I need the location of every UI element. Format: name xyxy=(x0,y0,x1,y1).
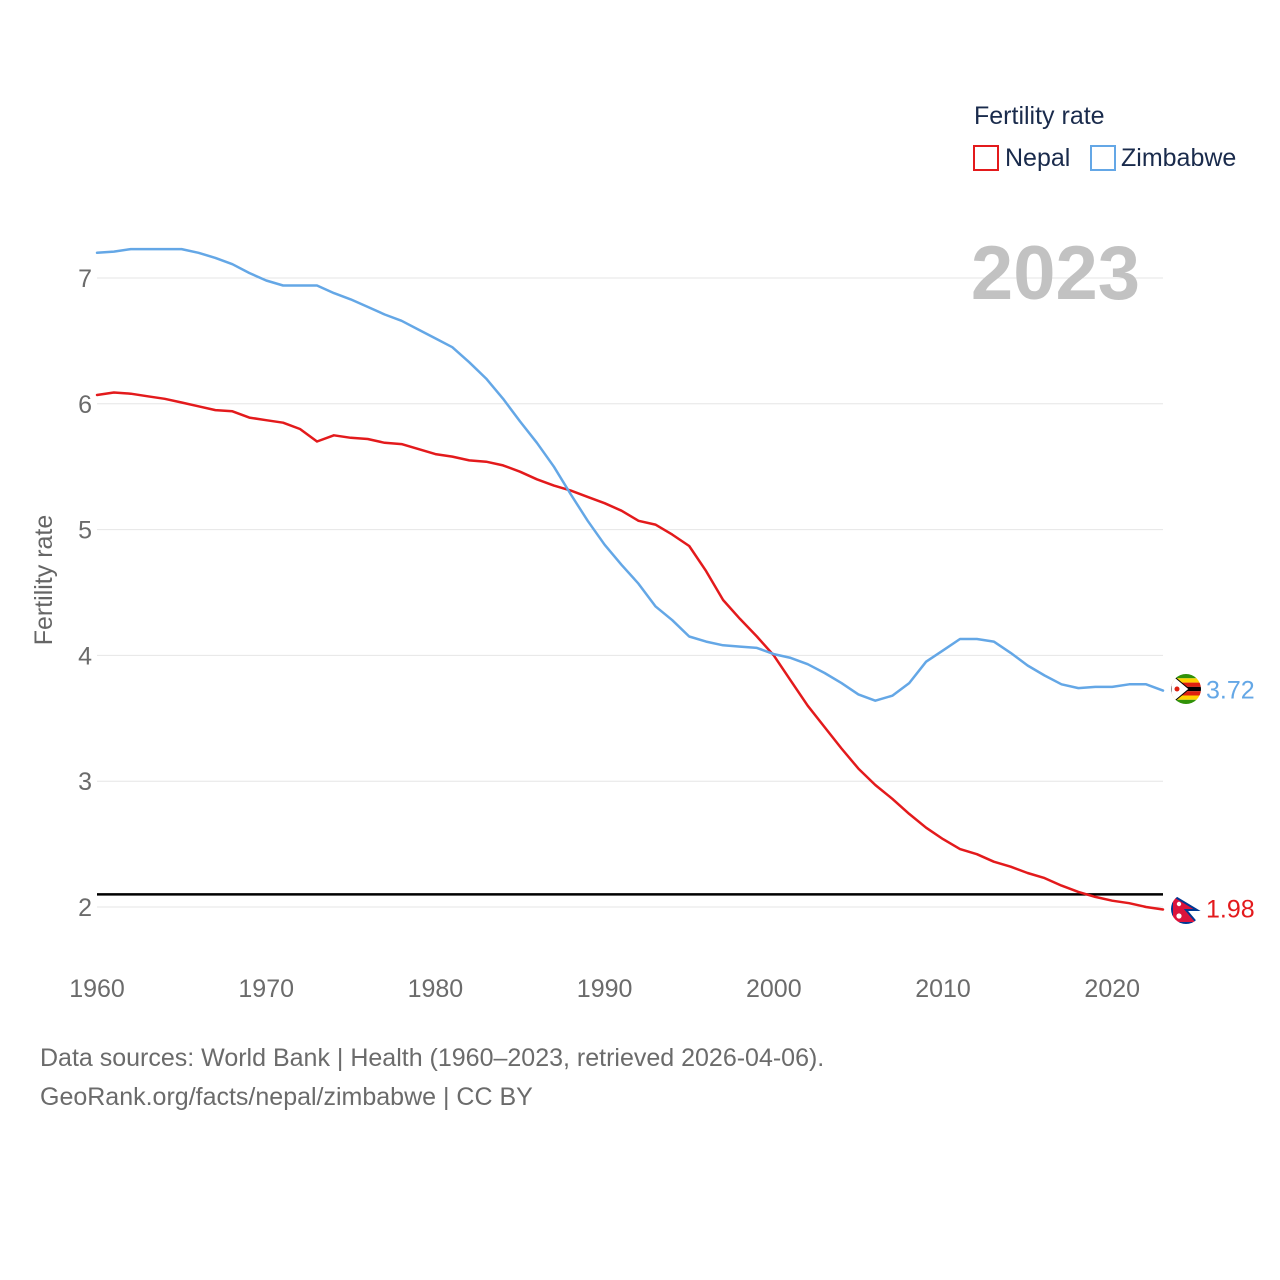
x-tick-label: 2010 xyxy=(915,975,971,1003)
legend-title: Fertility rate xyxy=(974,102,1105,130)
x-tick-label: 2000 xyxy=(746,975,802,1003)
x-tick-label: 1970 xyxy=(238,975,294,1003)
x-tick-label: 1980 xyxy=(408,975,464,1003)
series-line-nepal xyxy=(95,391,1165,911)
series-line-zimbabwe xyxy=(95,247,1165,702)
nepal-flag-icon xyxy=(1171,894,1201,924)
end-label-zimbabwe: 3.72 xyxy=(1206,677,1255,705)
y-tick-label: 6 xyxy=(78,391,92,419)
x-tick-label: 1960 xyxy=(69,975,125,1003)
legend-swatch-nepal[interactable] xyxy=(973,145,999,171)
legend-label-zimbabwe[interactable]: Zimbabwe xyxy=(1121,144,1236,172)
x-tick-label: 1990 xyxy=(577,975,633,1003)
y-axis-ticks: 2 3 4 5 6 7 xyxy=(78,265,92,922)
y-tick-label: 3 xyxy=(78,768,92,796)
y-axis-label: Fertility rate xyxy=(30,515,58,646)
attribution-link[interactable]: GeoRank.org/facts/nepal/zimbabwe | CC BY xyxy=(40,1083,533,1111)
x-axis-ticks: 1960 1970 1980 1990 2000 2010 2020 xyxy=(69,975,1140,1003)
line-chart: 2 3 4 5 6 7 1960 1970 1980 1990 2000 2010 2020 Fert… xyxy=(30,102,1255,1003)
end-labels: 1.98 3.72 xyxy=(1206,677,1255,924)
y-tick-label: 7 xyxy=(78,265,92,293)
series-lines xyxy=(95,247,1165,911)
end-label-nepal: 1.98 xyxy=(1206,896,1255,924)
legend-swatch-zimbabwe[interactable] xyxy=(1090,145,1116,171)
gridlines xyxy=(97,277,1163,908)
y-tick-label: 5 xyxy=(78,517,92,545)
x-tick-label: 2020 xyxy=(1084,975,1140,1003)
legend: Fertility rate Nepal Zimbabwe xyxy=(973,102,1236,172)
y-tick-label: 2 xyxy=(78,894,92,922)
data-sources-note: Data sources: World Bank | Health (1960–… xyxy=(40,1044,825,1072)
zimbabwe-flag-icon xyxy=(1171,674,1201,704)
year-label: 2023 xyxy=(971,231,1140,316)
y-tick-label: 4 xyxy=(78,642,92,670)
legend-label-nepal[interactable]: Nepal xyxy=(1005,144,1070,172)
